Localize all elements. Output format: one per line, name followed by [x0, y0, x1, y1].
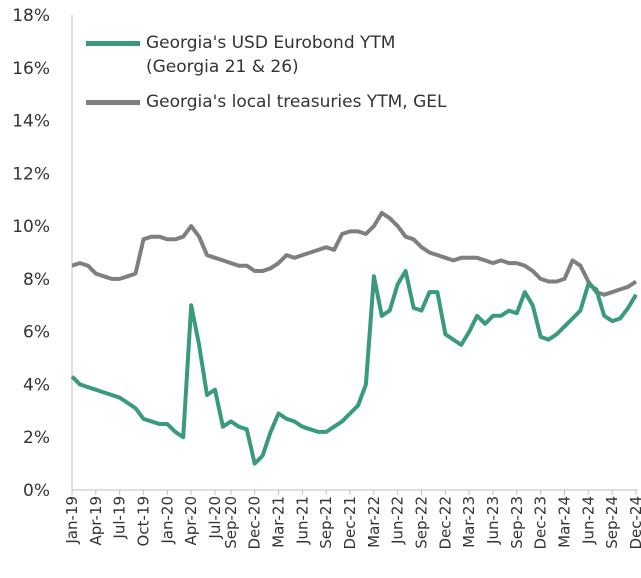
y-tick-label: 0%	[23, 481, 50, 501]
x-tick-label: Jun-21	[293, 496, 311, 545]
y-tick-label: 12%	[12, 164, 50, 184]
x-tick-label: Sep-21	[317, 496, 335, 549]
x-tick-label: Jun-24	[579, 496, 597, 545]
y-tick-label: 14%	[12, 112, 50, 132]
x-tick-label: Mar-21	[270, 496, 288, 548]
legend-swatch	[86, 100, 140, 105]
x-tick-label: Apr-20	[182, 496, 200, 546]
x-tick-label: Apr-19	[87, 496, 105, 546]
x-tick-label: Jan-19	[63, 496, 81, 545]
x-tick-label: Mar-22	[365, 496, 383, 548]
series-line	[71, 210, 638, 297]
y-tick-label: 16%	[12, 59, 50, 79]
legend-swatch	[86, 41, 140, 46]
x-tick-label: Dec-22	[436, 496, 454, 550]
legend-label: Georgia's local treasuries YTM, GEL	[146, 92, 447, 112]
x-tick-label: Sep-20	[222, 496, 240, 549]
y-tick-label: 18%	[12, 6, 50, 26]
x-tick-label: Dec-23	[532, 496, 550, 550]
legend-label: Georgia's USD Eurobond YTM (Georgia 21 &…	[146, 33, 396, 77]
x-tick-label: Sep-24	[603, 496, 621, 549]
x-tick-label: Dec-20	[246, 496, 264, 550]
x-tick-label: Sep-23	[508, 496, 526, 549]
y-tick-label: 8%	[23, 270, 50, 290]
y-tick-label: 6%	[23, 323, 50, 343]
x-tick-label: Sep-22	[413, 496, 431, 549]
y-tick-label: 4%	[23, 375, 50, 395]
x-tick-label: Jul-19	[111, 496, 129, 540]
x-tick-label: Mar-23	[460, 496, 478, 548]
series-line	[70, 269, 638, 466]
x-tick-label: Jun-23	[484, 496, 502, 545]
x-tick-label: Dec-21	[341, 496, 359, 550]
x-tick-label: Jul-20	[206, 496, 224, 540]
x-tick-label: Jan-20	[158, 496, 176, 545]
y-tick-label: 2%	[23, 428, 50, 448]
x-tick-label: Mar-24	[556, 496, 574, 548]
y-tick-label: 10%	[12, 217, 50, 237]
x-tick-label: Oct-19	[134, 496, 152, 546]
x-tick-label: Jun-22	[389, 496, 407, 545]
x-tick-label: Dec-24	[627, 496, 641, 550]
